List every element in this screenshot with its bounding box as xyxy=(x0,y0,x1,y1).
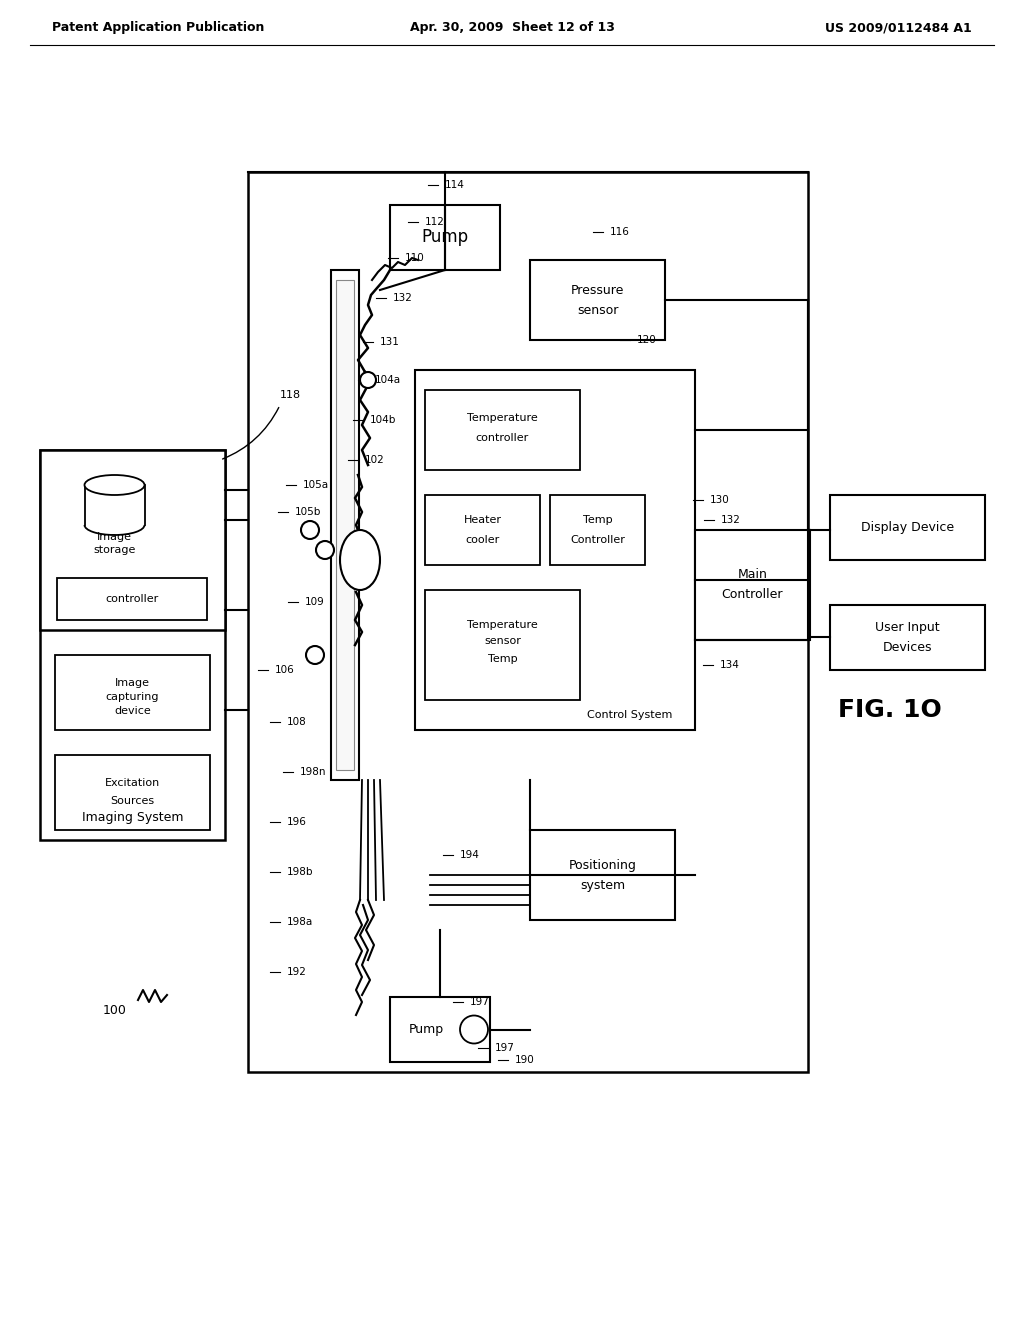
Text: 100: 100 xyxy=(103,1003,127,1016)
Text: 102: 102 xyxy=(365,455,385,465)
Text: 105a: 105a xyxy=(303,480,329,490)
Text: 114: 114 xyxy=(445,180,465,190)
Text: system: system xyxy=(580,879,625,891)
Text: US 2009/0112484 A1: US 2009/0112484 A1 xyxy=(825,21,972,34)
Text: 118: 118 xyxy=(280,389,301,400)
Circle shape xyxy=(316,541,334,558)
Text: Apr. 30, 2009  Sheet 12 of 13: Apr. 30, 2009 Sheet 12 of 13 xyxy=(410,21,614,34)
Bar xyxy=(425,495,540,565)
Text: Sources: Sources xyxy=(111,796,155,807)
Text: Image: Image xyxy=(115,678,150,689)
Circle shape xyxy=(460,1015,488,1044)
Text: 105b: 105b xyxy=(295,507,322,517)
Ellipse shape xyxy=(85,475,144,495)
Text: 134: 134 xyxy=(720,660,740,671)
Text: 194: 194 xyxy=(460,850,480,861)
Text: 190: 190 xyxy=(515,1055,535,1065)
Text: Temp: Temp xyxy=(487,653,517,664)
Bar xyxy=(425,389,580,470)
Text: Pump: Pump xyxy=(409,1023,443,1036)
Text: sensor: sensor xyxy=(577,304,618,317)
Bar xyxy=(390,205,500,271)
Bar xyxy=(550,495,645,565)
Text: cooler: cooler xyxy=(465,535,500,545)
Text: sensor: sensor xyxy=(484,636,521,645)
Text: Pressure: Pressure xyxy=(570,284,625,297)
Text: User Input: User Input xyxy=(876,620,940,634)
Text: controller: controller xyxy=(105,594,159,605)
Bar xyxy=(40,450,225,630)
Text: 197: 197 xyxy=(495,1043,515,1053)
Text: 198b: 198b xyxy=(287,867,313,876)
Text: 104a: 104a xyxy=(375,375,401,385)
Text: 116: 116 xyxy=(610,227,630,238)
Circle shape xyxy=(301,521,319,539)
Bar xyxy=(425,590,580,700)
Text: Image: Image xyxy=(97,532,132,543)
Bar xyxy=(55,655,210,730)
Text: Controller: Controller xyxy=(570,535,625,545)
Bar xyxy=(830,605,985,671)
Bar xyxy=(415,370,695,730)
Text: 108: 108 xyxy=(287,717,307,727)
Bar xyxy=(57,578,207,620)
Text: 132: 132 xyxy=(393,293,413,304)
Text: Excitation: Excitation xyxy=(104,779,160,788)
Text: 197: 197 xyxy=(470,997,489,1007)
Circle shape xyxy=(306,645,324,664)
Bar xyxy=(830,495,985,560)
Text: Temp: Temp xyxy=(583,515,612,525)
Circle shape xyxy=(360,372,376,388)
Text: 198n: 198n xyxy=(300,767,327,777)
Text: controller: controller xyxy=(476,433,529,444)
Text: 192: 192 xyxy=(287,968,307,977)
Text: 131: 131 xyxy=(380,337,400,347)
Text: Display Device: Display Device xyxy=(861,521,954,535)
Text: 132: 132 xyxy=(721,515,741,525)
Text: Pump: Pump xyxy=(422,228,469,247)
Bar xyxy=(55,755,210,830)
Text: Controller: Controller xyxy=(722,589,783,602)
Bar xyxy=(695,531,810,640)
Text: 130: 130 xyxy=(710,495,730,506)
Text: 196: 196 xyxy=(287,817,307,828)
Text: Heater: Heater xyxy=(464,515,502,525)
Text: 120: 120 xyxy=(637,335,656,345)
Ellipse shape xyxy=(340,531,380,590)
Text: Main: Main xyxy=(737,569,767,582)
Text: 104b: 104b xyxy=(370,414,396,425)
Text: FIG. 1O: FIG. 1O xyxy=(838,698,942,722)
Bar xyxy=(390,997,490,1063)
Text: Imaging System: Imaging System xyxy=(82,812,183,825)
Text: 198a: 198a xyxy=(287,917,313,927)
Text: 109: 109 xyxy=(305,597,325,607)
Bar xyxy=(530,830,675,920)
Text: Control System: Control System xyxy=(588,710,673,719)
Text: Temperature: Temperature xyxy=(467,413,538,422)
Text: Positioning: Positioning xyxy=(568,858,637,871)
Bar xyxy=(530,260,665,341)
Text: storage: storage xyxy=(93,545,136,554)
Bar xyxy=(336,280,354,770)
Text: 112: 112 xyxy=(425,216,444,227)
Text: Patent Application Publication: Patent Application Publication xyxy=(52,21,264,34)
Text: device: device xyxy=(114,706,151,717)
Bar xyxy=(40,450,225,840)
Bar xyxy=(331,271,359,780)
Text: 106: 106 xyxy=(275,665,295,675)
Text: Temperature: Temperature xyxy=(467,620,538,630)
Bar xyxy=(248,172,808,1072)
Text: capturing: capturing xyxy=(105,693,160,702)
Text: 110: 110 xyxy=(406,253,425,263)
Text: Devices: Devices xyxy=(883,642,932,653)
